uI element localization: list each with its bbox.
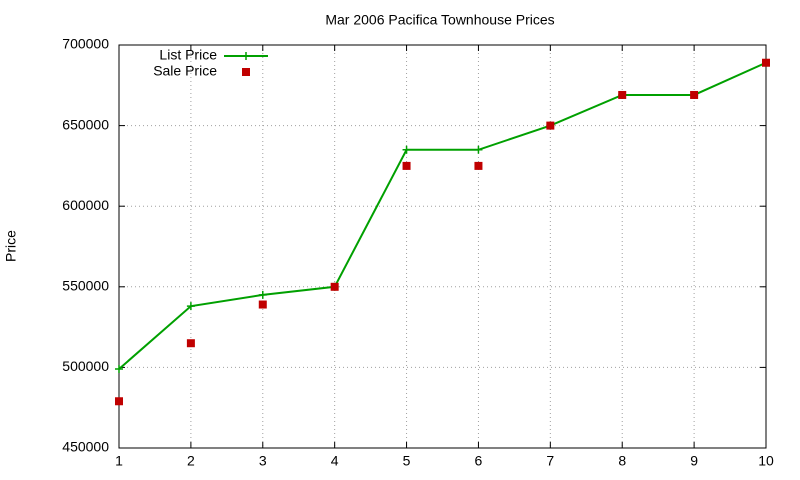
point — [762, 58, 770, 67]
legend-label: Sale Price — [153, 63, 217, 79]
x-tick-label: 8 — [618, 453, 626, 469]
legend-swatch — [242, 52, 250, 60]
legend-label: List Price — [159, 47, 217, 63]
point — [690, 90, 699, 99]
legend-swatch — [242, 68, 250, 76]
x-tick-label: 3 — [259, 453, 267, 469]
point — [618, 90, 627, 99]
series-line — [118, 61, 767, 370]
point — [402, 161, 411, 170]
y-tick-label: 600000 — [62, 197, 109, 213]
y-tick-label: 550000 — [62, 278, 109, 294]
x-tick-label: 10 — [758, 453, 774, 469]
point — [402, 145, 411, 154]
point — [258, 290, 267, 299]
x-tick-label: 4 — [331, 453, 339, 469]
point — [330, 282, 339, 291]
y-tick-label: 650000 — [62, 116, 109, 132]
point — [115, 365, 123, 374]
x-tick-label: 7 — [546, 453, 554, 469]
y-tick-label: 450000 — [62, 439, 109, 455]
point — [474, 161, 483, 170]
plot-frame — [118, 44, 767, 449]
x-tick-label: 6 — [475, 453, 483, 469]
y-tick-label: 700000 — [62, 36, 109, 52]
chart-title: Mar 2006 Pacifica Townhouse Prices — [325, 12, 554, 28]
x-tick-label: 5 — [403, 453, 411, 469]
point — [115, 397, 123, 406]
point — [186, 302, 195, 311]
y-tick-label: 500000 — [62, 358, 109, 374]
y-axis-label: Price — [3, 230, 19, 262]
point — [186, 339, 195, 348]
x-tick-label: 2 — [187, 453, 195, 469]
point — [258, 300, 267, 309]
x-tick-label: 9 — [690, 453, 698, 469]
x-tick-label: 1 — [115, 453, 123, 469]
point — [474, 145, 483, 154]
point — [546, 121, 555, 130]
